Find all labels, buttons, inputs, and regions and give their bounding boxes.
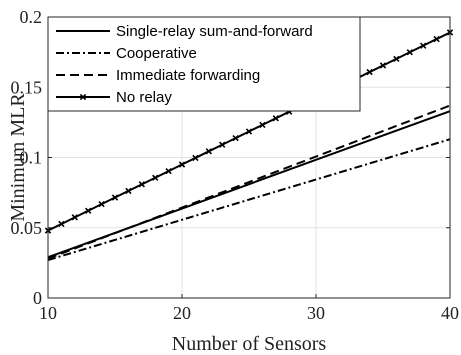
legend-box bbox=[47, 16, 361, 112]
data-point-marker bbox=[138, 181, 145, 188]
y-axis-label: Minimum MLR bbox=[7, 93, 29, 222]
y-tick-label: 0 bbox=[33, 288, 42, 308]
legend-label-2: Immediate forwarding bbox=[116, 67, 260, 84]
data-point-marker bbox=[272, 115, 279, 122]
data-point-marker bbox=[205, 148, 212, 155]
data-point-marker bbox=[111, 194, 119, 201]
legend-marker bbox=[79, 93, 87, 101]
x-tick-label: 20 bbox=[173, 303, 191, 323]
data-point-marker bbox=[245, 128, 253, 135]
legend-label-3: No relay bbox=[116, 89, 172, 106]
x-tick-label: 30 bbox=[307, 303, 325, 323]
data-point-marker bbox=[125, 187, 132, 195]
series-line-1 bbox=[47, 138, 451, 262]
legend-label-1: Cooperative bbox=[116, 45, 197, 62]
data-point-marker bbox=[366, 68, 373, 76]
y-tick-label: 0.1 bbox=[20, 148, 43, 168]
data-point-marker bbox=[393, 55, 400, 63]
x-axis-label: Number of Sensors bbox=[172, 333, 327, 355]
x-tick-label: 10 bbox=[39, 303, 57, 323]
data-point-marker bbox=[85, 207, 92, 214]
data-point-marker bbox=[71, 214, 78, 221]
legend: Single-relay sum-and-forward Cooperative I… bbox=[47, 16, 361, 112]
data-point-marker bbox=[433, 35, 440, 43]
data-point-marker bbox=[420, 42, 427, 49]
data-point-marker bbox=[259, 121, 266, 129]
series-line-2 bbox=[47, 104, 451, 260]
data-point-marker bbox=[98, 200, 105, 208]
data-point-marker bbox=[165, 167, 172, 175]
y-tick-label: 0.05 bbox=[11, 218, 43, 238]
legend-label-0: Single-relay sum-and-forward bbox=[116, 23, 313, 40]
series-group bbox=[44, 29, 454, 262]
data-point-marker bbox=[152, 174, 159, 181]
y-tick-label: 0.15 bbox=[11, 77, 43, 97]
data-point-marker bbox=[219, 141, 226, 148]
data-point-marker bbox=[406, 49, 413, 56]
data-point-marker bbox=[232, 134, 239, 142]
data-point-marker bbox=[192, 154, 199, 162]
y-tick-label: 0.2 bbox=[20, 7, 43, 27]
x-tick-label: 40 bbox=[441, 303, 459, 323]
ticks: 10 20 30 40 0 0.05 0.1 0.15 0.2 bbox=[11, 7, 460, 323]
data-point-marker bbox=[379, 62, 387, 69]
data-point-marker bbox=[178, 161, 186, 168]
data-point-marker bbox=[58, 220, 65, 228]
